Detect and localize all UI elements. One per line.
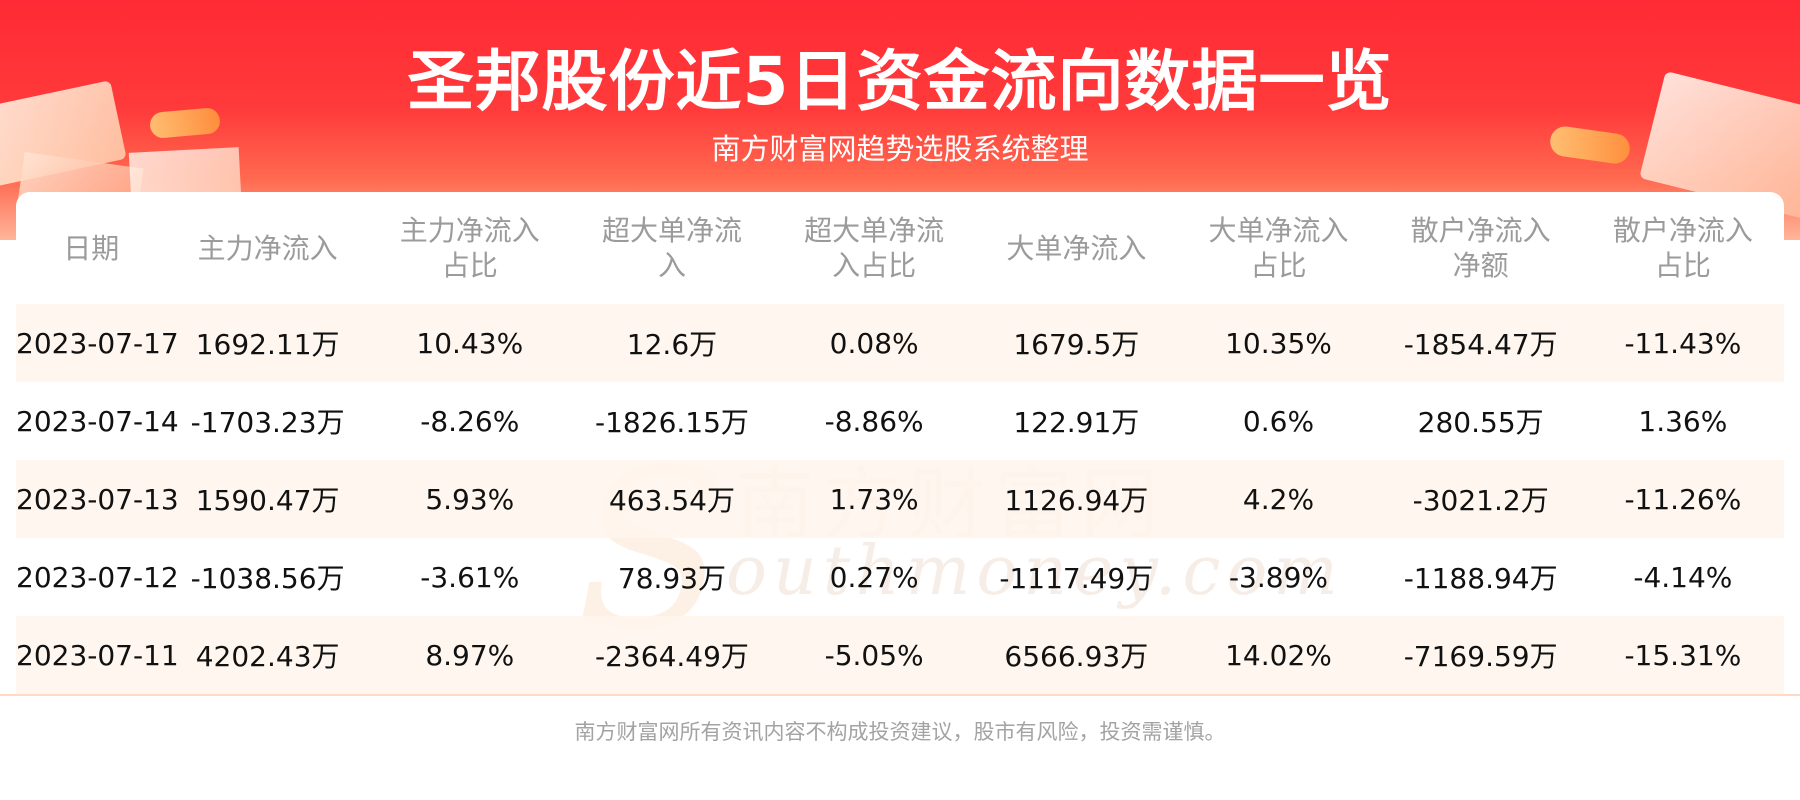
value-cell: -4.14% xyxy=(1633,560,1733,594)
value-cell: 280.55万 xyxy=(1417,406,1544,439)
data-card: S 南方财富网 outhmoney.com 日期主力净流入主力净流入占比超大单净… xyxy=(16,192,1784,697)
column-header-label: 大单净流入占比 xyxy=(1208,214,1349,282)
value-cell: -1117.49万 xyxy=(999,562,1154,595)
column-header: 日期 xyxy=(16,192,167,304)
column-header: 散户净流入净额 xyxy=(1380,192,1582,304)
date-cell: 2023-07-14 xyxy=(16,404,179,438)
value-cell: 0.6% xyxy=(1242,404,1315,438)
value-cell: 6566.93万 xyxy=(975,616,1178,694)
column-header: 大单净流入占比 xyxy=(1177,192,1379,304)
page-subtitle: 南方财富网趋势选股系统整理 xyxy=(711,132,1089,166)
footer-divider xyxy=(0,694,1800,696)
value-cell: 10.35% xyxy=(1177,304,1380,382)
value-cell: -11.26% xyxy=(1581,460,1784,538)
value-cell: 1.73% xyxy=(773,460,976,538)
value-cell: 78.93万 xyxy=(617,562,727,595)
column-header-label: 大单净流入 xyxy=(1006,231,1147,265)
column-header-label: 超大单净流入占比 xyxy=(804,214,945,282)
fund-flow-table: 日期 主力净流入 主力净流入占比 超大单净流入 超大单净流入占比 大单净流入 大单净流入占比… xyxy=(16,192,1784,694)
value-cell: 1590.47万 xyxy=(166,460,369,538)
table-row: 2023-07-11 4202.43万 8.97% -2364.49万 -5.05% 65… xyxy=(16,616,1784,694)
value-cell: 1679.5万 xyxy=(975,304,1178,382)
column-header-label: 日期 xyxy=(63,231,120,265)
value-cell: -1188.94万 xyxy=(1403,562,1558,595)
column-header-label: 主力净流入占比 xyxy=(399,214,540,282)
value-cell: -8.86% xyxy=(824,404,924,438)
column-header: 主力净流入 xyxy=(167,192,369,304)
column-header-label: 主力净流入 xyxy=(197,231,338,265)
table-row: 2023-07-17 1692.11万 10.43% 12.6万 0.08% 1679.5… xyxy=(16,304,1784,382)
value-cell: -3.61% xyxy=(420,560,520,594)
column-header: 主力净流入占比 xyxy=(369,192,571,304)
value-cell: -1826.15万 xyxy=(595,406,749,439)
column-header: 大单净流入 xyxy=(975,192,1177,304)
column-header: 超大单净流入占比 xyxy=(773,192,975,304)
value-cell: 1126.94万 xyxy=(975,460,1178,538)
value-cell: 5.93% xyxy=(368,460,571,538)
date-cell: 2023-07-13 xyxy=(16,460,179,538)
value-cell: -3021.2万 xyxy=(1379,460,1582,538)
column-header-label: 散户净流入占比 xyxy=(1612,214,1753,282)
value-cell: -15.31% xyxy=(1581,616,1784,694)
column-header: 散户净流入占比 xyxy=(1582,192,1784,304)
date-cell: 2023-07-12 xyxy=(16,560,179,594)
value-cell: 0.08% xyxy=(773,304,976,382)
value-cell: 4.2% xyxy=(1177,460,1380,538)
value-cell: 8.97% xyxy=(368,616,571,694)
value-cell: -1038.56万 xyxy=(190,562,345,595)
table-row: 2023-07-12 -1038.56万 -3.61% 78.93万 0.27% -111… xyxy=(16,538,1784,616)
value-cell: -7169.59万 xyxy=(1379,616,1582,694)
value-cell: -1703.23万 xyxy=(190,406,345,439)
value-cell: -11.43% xyxy=(1581,304,1784,382)
value-cell: -8.26% xyxy=(420,404,520,438)
value-cell: -3.89% xyxy=(1228,560,1329,594)
value-cell: 463.54万 xyxy=(570,460,774,538)
footer-disclaimer: 南方财富网所有资讯内容不构成投资建议，股市有风险，投资需谨慎。 xyxy=(574,720,1226,744)
value-cell: 4202.43万 xyxy=(166,616,369,694)
table-row: 2023-07-14 -1703.23万 -8.26% -1826.15万 -8.86%… xyxy=(16,382,1784,460)
page-title: 圣邦股份近5日资金流向数据一览 xyxy=(407,43,1393,120)
column-header: 超大单净流入 xyxy=(571,192,773,304)
value-cell: 0.27% xyxy=(829,560,919,594)
value-cell: -1854.47万 xyxy=(1379,304,1582,382)
value-cell: -2364.49万 xyxy=(570,616,774,694)
table-row: 2023-07-13 1590.47万 5.93% 463.54万 1.73% 1126.… xyxy=(16,460,1784,538)
date-cell: 2023-07-11 xyxy=(16,616,179,694)
column-header-label: 散户净流入净额 xyxy=(1410,214,1551,282)
value-cell: 122.91万 xyxy=(1013,406,1140,439)
value-cell: 1692.11万 xyxy=(166,304,369,382)
value-cell: 14.02% xyxy=(1177,616,1380,694)
date-cell: 2023-07-17 xyxy=(16,304,179,382)
value-cell: 1.36% xyxy=(1638,404,1728,438)
value-cell: 12.6万 xyxy=(570,304,774,382)
table-header-row: 日期 主力净流入 主力净流入占比 超大单净流入 超大单净流入占比 大单净流入 大单净流入占比… xyxy=(16,192,1784,304)
value-cell: 10.43% xyxy=(368,304,571,382)
value-cell: -5.05% xyxy=(773,616,976,694)
column-header-label: 超大单净流入 xyxy=(601,214,742,282)
table-body: 2023-07-17 1692.11万 10.43% 12.6万 0.08% 1679.5… xyxy=(16,304,1784,694)
